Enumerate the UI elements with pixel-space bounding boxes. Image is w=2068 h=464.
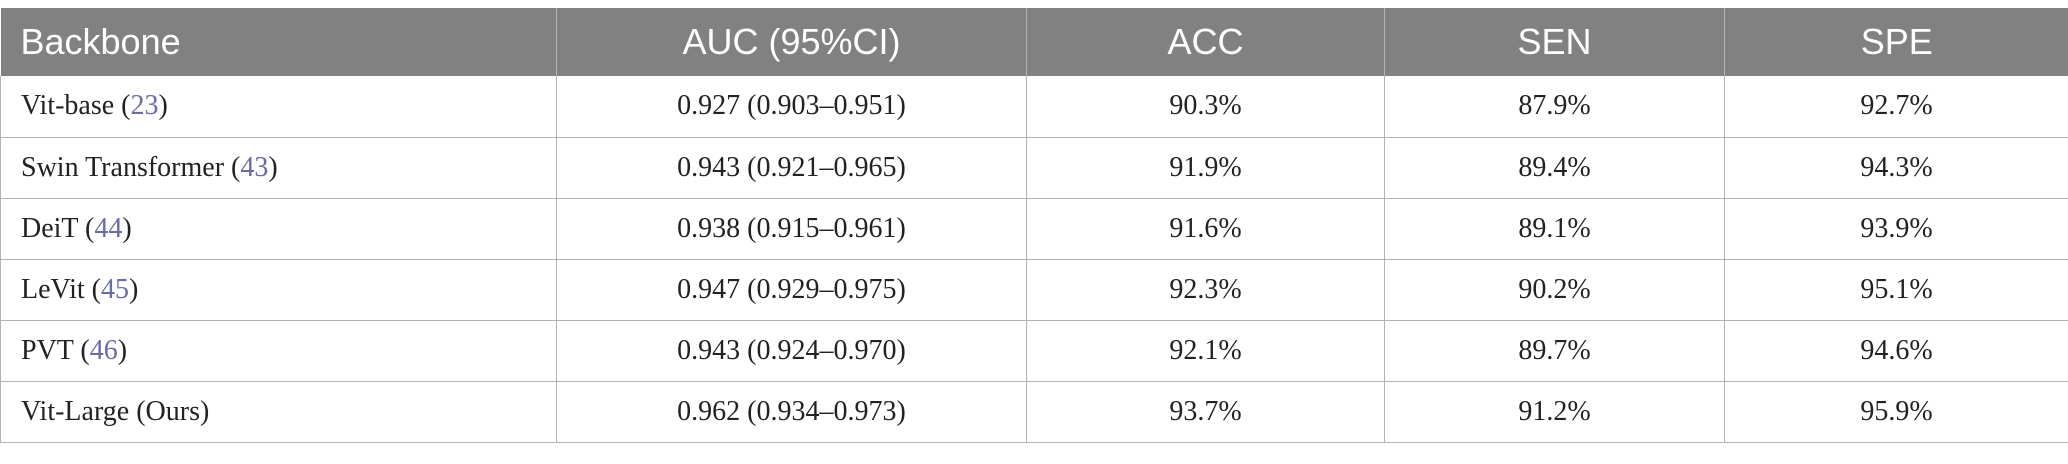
reference-link[interactable]: 43 (240, 151, 269, 183)
table-row: Vit-Large (Ours) 0.962 (0.934–0.973) 93.… (0, 381, 2068, 443)
auc-cell: 0.962 (0.934–0.973) (556, 381, 1027, 443)
backbone-name: Vit-base ( (21, 90, 131, 122)
backbone-name: LeVit ( (21, 273, 101, 305)
table-row: PVT (46) 0.943 (0.924–0.970) 92.1% 89.7%… (0, 320, 2068, 382)
auc-cell: 0.943 (0.924–0.970) (556, 320, 1027, 382)
sen-cell: 89.7% (1384, 320, 1725, 382)
results-table: Backbone AUC (95%CI) ACC SEN SPE Vit-bas… (0, 8, 2068, 443)
reference-link[interactable]: 23 (130, 90, 159, 122)
reference-link[interactable]: 46 (89, 334, 118, 366)
backbone-cell: Vit-base (23) (0, 76, 557, 138)
table-row: Vit-base (23) 0.927 (0.903–0.951) 90.3% … (0, 76, 2068, 138)
header-backbone: Backbone (20, 21, 181, 62)
backbone-close: ) (122, 212, 132, 244)
sen-cell: 89.1% (1384, 198, 1725, 260)
backbone-cell: LeVit (45) (0, 259, 557, 321)
reference-link[interactable]: 44 (94, 212, 123, 244)
backbone-cell: Swin Transformer (43) (0, 137, 557, 199)
acc-cell: 91.6% (1026, 198, 1385, 260)
table-row: LeVit (45) 0.947 (0.929–0.975) 92.3% 90.… (0, 259, 2068, 321)
header-auc: AUC (95%CI) (556, 8, 1027, 76)
table-row: Swin Transformer (43) 0.943 (0.921–0.965… (0, 137, 2068, 199)
header-acc: ACC (1026, 8, 1385, 76)
acc-cell: 92.3% (1026, 259, 1385, 321)
spe-cell: 92.7% (1724, 76, 2068, 138)
spe-cell: 95.1% (1724, 259, 2068, 321)
auc-cell: 0.943 (0.921–0.965) (556, 137, 1027, 199)
auc-cell: 0.938 (0.915–0.961) (556, 198, 1027, 260)
backbone-name: DeiT ( (21, 212, 95, 244)
reference-link[interactable]: 45 (100, 273, 129, 305)
header-row: Backbone AUC (95%CI) ACC SEN SPE (0, 8, 2068, 76)
acc-cell: 93.7% (1026, 381, 1385, 443)
spe-cell: 94.6% (1724, 320, 2068, 382)
auc-cell: 0.927 (0.903–0.951) (556, 76, 1027, 138)
backbone-cell: Vit-Large (Ours) (0, 381, 557, 443)
backbone-close: ) (158, 90, 168, 122)
backbone-close: ) (268, 151, 278, 183)
backbone-name: PVT ( (21, 334, 90, 366)
spe-cell: 93.9% (1724, 198, 2068, 260)
backbone-name: Swin Transformer ( (21, 151, 241, 183)
sen-cell: 90.2% (1384, 259, 1725, 321)
auc-cell: 0.947 (0.929–0.975) (556, 259, 1027, 321)
header-spe: SPE (1724, 8, 2068, 76)
acc-cell: 91.9% (1026, 137, 1385, 199)
backbone-name: Vit-Large (Ours) (21, 395, 210, 427)
acc-cell: 92.1% (1026, 320, 1385, 382)
sen-cell: 89.4% (1384, 137, 1725, 199)
backbone-cell: DeiT (44) (0, 198, 557, 260)
backbone-close: ) (128, 273, 139, 305)
backbone-cell: PVT (46) (0, 320, 557, 382)
spe-cell: 94.3% (1724, 137, 2068, 199)
sen-cell: 87.9% (1384, 76, 1725, 138)
acc-cell: 90.3% (1026, 76, 1385, 138)
table-row: DeiT (44) 0.938 (0.915–0.961) 91.6% 89.1… (0, 198, 2068, 260)
header-sen: SEN (1384, 8, 1725, 76)
spe-cell: 95.9% (1724, 381, 2068, 443)
backbone-close: ) (117, 334, 128, 366)
sen-cell: 91.2% (1384, 381, 1725, 443)
